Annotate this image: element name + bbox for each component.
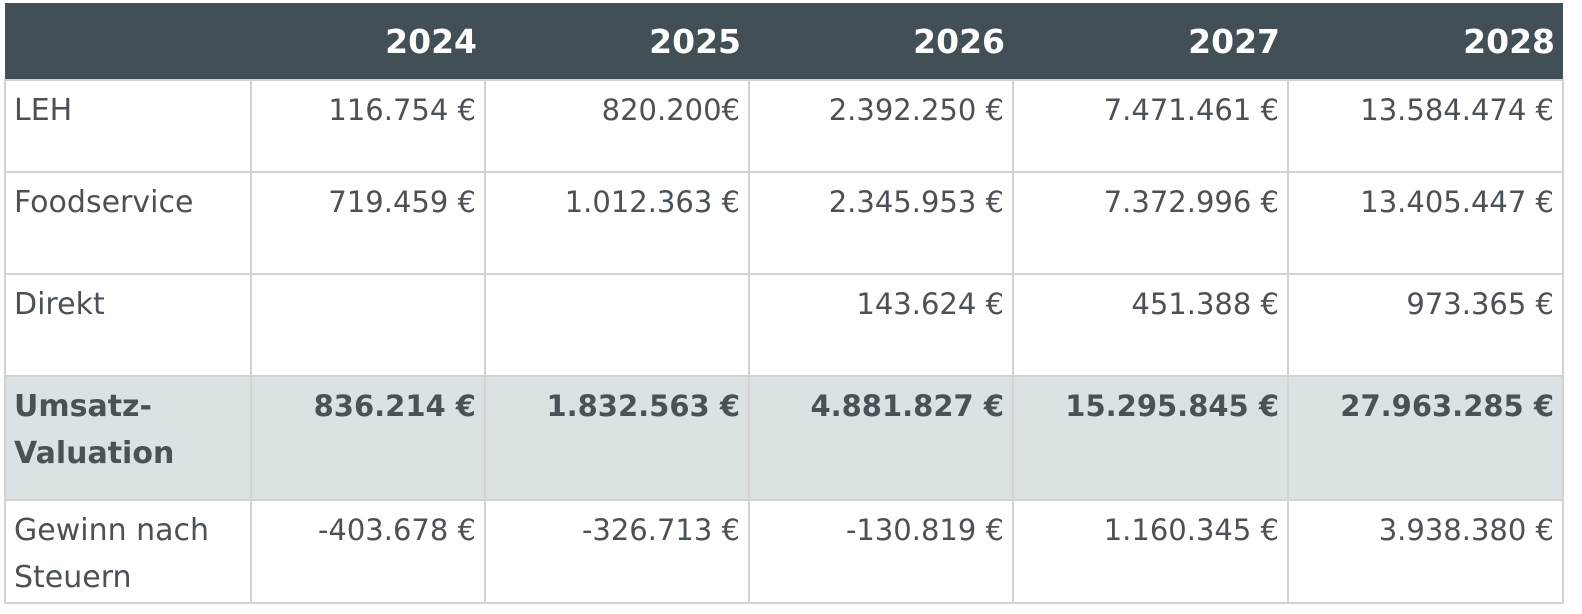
table-cell: 2.392.250 €: [748, 79, 1014, 173]
table-cell: 143.624 €: [748, 273, 1014, 377]
table-cell: 820.200€: [484, 79, 750, 173]
table-cell: 719.459 €: [250, 171, 486, 275]
header-cell-empty: [5, 3, 251, 80]
table-cell: [484, 273, 750, 377]
table-cell: 3.938.380 €: [1287, 499, 1564, 604]
table-cell-total: 4.881.827 €: [748, 375, 1014, 501]
header-cell-year: 2025: [485, 3, 749, 80]
row-label: LEH: [4, 79, 252, 173]
table-cell: 13.584.474 €: [1287, 79, 1564, 173]
table-row-leh: LEH 116.754 € 820.200€ 2.392.250 € 7.471…: [4, 79, 1564, 173]
table-cell: 1.160.345 €: [1012, 499, 1289, 604]
row-label: Foodservice: [4, 171, 252, 275]
table-cell: 2.345.953 €: [748, 171, 1014, 275]
revenue-forecast-table: 2024 2025 2026 2027 2028 LEH 116.754 € 8…: [4, 3, 1564, 604]
header-cell-year: 2024: [251, 3, 485, 80]
table-cell: 7.471.461 €: [1012, 79, 1289, 173]
table-header-row: 2024 2025 2026 2027 2028: [5, 3, 1563, 80]
header-cell-year: 2026: [749, 3, 1013, 80]
table-cell: 973.365 €: [1287, 273, 1564, 377]
row-label: Umsatz-Valuation: [4, 375, 252, 501]
table-cell: 1.012.363 €: [484, 171, 750, 275]
table-cell: 7.372.996 €: [1012, 171, 1289, 275]
table-cell: 116.754 €: [250, 79, 486, 173]
header-cell-year: 2027: [1013, 3, 1288, 80]
table-row-direkt: Direkt 143.624 € 451.388 € 973.365 €: [4, 273, 1564, 377]
header-cell-year: 2028: [1288, 3, 1563, 80]
table-cell: -130.819 €: [748, 499, 1014, 604]
table-row-umsatz-valuation: Umsatz-Valuation 836.214 € 1.832.563 € 4…: [4, 375, 1564, 501]
row-label: Gewinn nach Steuern: [4, 499, 252, 604]
table-cell: 451.388 €: [1012, 273, 1289, 377]
table-cell: [250, 273, 486, 377]
table-cell: -403.678 €: [250, 499, 486, 604]
table-row-gewinn-nach-steuern: Gewinn nach Steuern -403.678 € -326.713 …: [4, 499, 1564, 604]
row-label: Direkt: [4, 273, 252, 377]
financial-table-container: 2024 2025 2026 2027 2028 LEH 116.754 € 8…: [4, 3, 1564, 604]
table-cell-total: 836.214 €: [250, 375, 486, 501]
table-cell-total: 27.963.285 €: [1287, 375, 1564, 501]
table-cell-total: 1.832.563 €: [484, 375, 750, 501]
table-row-foodservice: Foodservice 719.459 € 1.012.363 € 2.345.…: [4, 171, 1564, 275]
table-cell: 13.405.447 €: [1287, 171, 1564, 275]
table-cell: -326.713 €: [484, 499, 750, 604]
table-cell-total: 15.295.845 €: [1012, 375, 1289, 501]
